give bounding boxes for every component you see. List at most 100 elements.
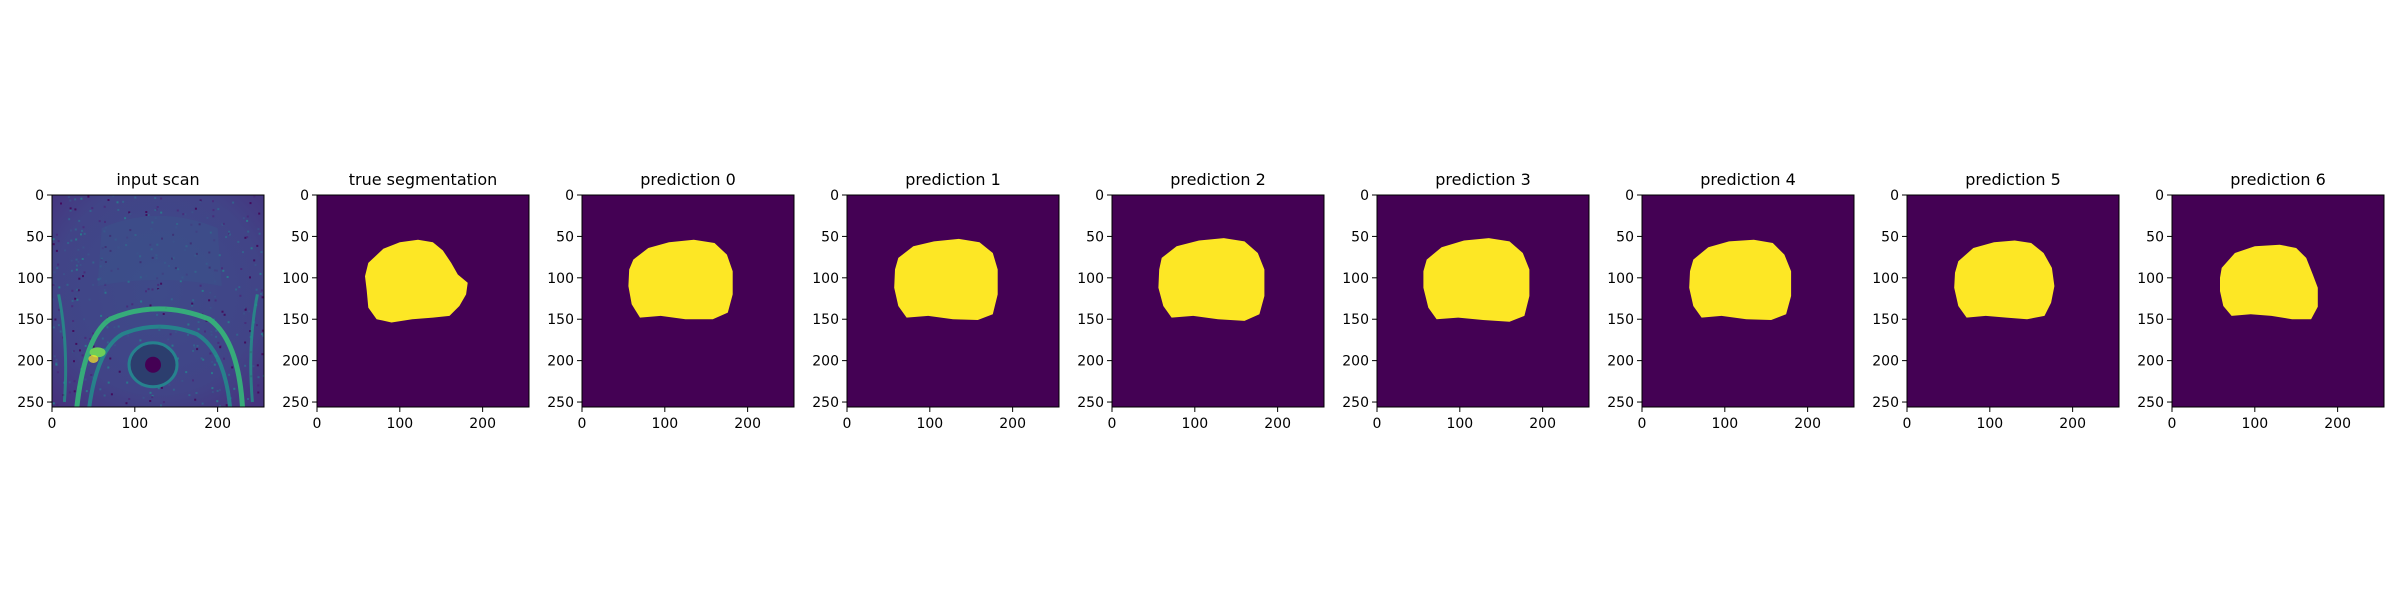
y-tick-label: 50 bbox=[1351, 229, 1369, 245]
segmentation-mask bbox=[894, 238, 998, 320]
panel-5: prediction 3 0 100 200 0 50 100 150 200 250 bbox=[1342, 170, 1590, 432]
x-tick-label: 0 bbox=[313, 416, 322, 432]
y-tick-label: 0 bbox=[35, 188, 44, 204]
y-tick-label: 250 bbox=[547, 395, 574, 411]
y-tick-label: 150 bbox=[1607, 312, 1634, 328]
segmentation-mask bbox=[1423, 238, 1530, 322]
segmentation-image bbox=[847, 195, 1059, 407]
panel-title: prediction 2 bbox=[1170, 170, 1266, 189]
segmentation-mask bbox=[2220, 244, 2318, 320]
y-tick-label: 250 bbox=[812, 395, 839, 411]
y-tick-label: 0 bbox=[565, 188, 574, 204]
segmentation-image bbox=[2172, 195, 2384, 407]
panel-title: true segmentation bbox=[349, 170, 498, 189]
x-tick-label: 0 bbox=[1903, 416, 1912, 432]
panel-7: prediction 5 0 100 200 0 50 100 150 200 250 bbox=[1872, 170, 2120, 432]
y-tick-label: 0 bbox=[2155, 188, 2164, 204]
segmentation-mask bbox=[628, 239, 733, 320]
segmentation-mask bbox=[1954, 240, 2055, 320]
y-tick-label: 200 bbox=[812, 354, 839, 370]
x-tick-label: 0 bbox=[2168, 416, 2177, 432]
scan-structure bbox=[87, 324, 233, 407]
y-tick-label: 0 bbox=[1890, 188, 1899, 204]
y-tick-label: 0 bbox=[1095, 188, 1104, 204]
y-tick-label: 250 bbox=[2137, 395, 2164, 411]
x-tick-label: 100 bbox=[121, 416, 148, 432]
panel-6: prediction 4 0 100 200 0 50 100 150 200 250 bbox=[1607, 170, 1855, 432]
y-tick-label: 250 bbox=[17, 395, 44, 411]
y-tick-label: 100 bbox=[2137, 271, 2164, 287]
x-tick-label: 100 bbox=[1711, 416, 1738, 432]
axes-frame bbox=[1376, 194, 1590, 408]
x-tick-label: 100 bbox=[1976, 416, 2003, 432]
scan-structure bbox=[88, 354, 99, 363]
y-tick-label: 200 bbox=[282, 354, 309, 370]
x-tick-label: 0 bbox=[1373, 416, 1382, 432]
x-tick-label: 200 bbox=[1529, 416, 1556, 432]
y-tick-label: 50 bbox=[2146, 229, 2164, 245]
scan-structure bbox=[97, 215, 222, 287]
x-tick-label: 0 bbox=[1638, 416, 1647, 432]
segmentation-mask bbox=[365, 239, 468, 323]
y-tick-label: 200 bbox=[1607, 354, 1634, 370]
panel-4: prediction 2 0 100 200 0 50 100 150 200 250 bbox=[1077, 170, 1325, 432]
y-tick-label: 100 bbox=[812, 271, 839, 287]
x-tick-label: 200 bbox=[1264, 416, 1291, 432]
x-tick-label: 200 bbox=[2059, 416, 2086, 432]
axes-frame bbox=[581, 194, 795, 408]
axes-frame bbox=[51, 194, 265, 408]
segmentation-image bbox=[317, 195, 529, 407]
y-tick-label: 100 bbox=[1077, 271, 1104, 287]
y-tick-label: 200 bbox=[17, 354, 44, 370]
x-tick-label: 200 bbox=[469, 416, 496, 432]
panel-8: prediction 6 0 100 200 0 50 100 150 200 250 bbox=[2137, 170, 2385, 432]
y-tick-label: 50 bbox=[821, 229, 839, 245]
y-tick-label: 100 bbox=[17, 271, 44, 287]
y-tick-label: 150 bbox=[1872, 312, 1899, 328]
segmentation-image bbox=[582, 195, 794, 407]
panel-title: prediction 4 bbox=[1700, 170, 1796, 189]
x-tick-label: 100 bbox=[916, 416, 943, 432]
panel-title: prediction 6 bbox=[2230, 170, 2326, 189]
x-tick-label: 0 bbox=[578, 416, 587, 432]
segmentation-image bbox=[1642, 195, 1854, 407]
y-tick-label: 250 bbox=[1342, 395, 1369, 411]
y-tick-label: 200 bbox=[1342, 354, 1369, 370]
panel-title: prediction 5 bbox=[1965, 170, 2061, 189]
y-tick-label: 150 bbox=[1342, 312, 1369, 328]
panel-title: input scan bbox=[116, 170, 199, 189]
y-tick-label: 250 bbox=[1607, 395, 1634, 411]
scan-structure bbox=[249, 294, 259, 403]
y-tick-label: 0 bbox=[830, 188, 839, 204]
x-tick-label: 200 bbox=[1794, 416, 1821, 432]
x-tick-label: 200 bbox=[2324, 416, 2351, 432]
x-tick-label: 200 bbox=[999, 416, 1026, 432]
y-tick-label: 200 bbox=[547, 354, 574, 370]
y-tick-label: 150 bbox=[2137, 312, 2164, 328]
segmentation-image bbox=[1112, 195, 1324, 407]
x-tick-label: 0 bbox=[48, 416, 57, 432]
segmentation-image bbox=[1907, 195, 2119, 407]
panel-1: true segmentation 0 100 200 0 50 100 150 200 250 bbox=[282, 170, 530, 432]
x-tick-label: 100 bbox=[1446, 416, 1473, 432]
scan-structure bbox=[57, 294, 68, 403]
panel-title: prediction 1 bbox=[905, 170, 1001, 189]
y-tick-label: 250 bbox=[282, 395, 309, 411]
mri-scan-image bbox=[52, 195, 264, 407]
y-tick-label: 50 bbox=[291, 229, 309, 245]
x-tick-label: 100 bbox=[2241, 416, 2268, 432]
y-tick-label: 0 bbox=[1360, 188, 1369, 204]
y-tick-label: 100 bbox=[1607, 271, 1634, 287]
y-tick-label: 250 bbox=[1077, 395, 1104, 411]
panel-title: prediction 3 bbox=[1435, 170, 1531, 189]
y-tick-label: 0 bbox=[1625, 188, 1634, 204]
y-tick-label: 50 bbox=[1086, 229, 1104, 245]
panel-0: input scan 0 100 200 0 50 100 150 200 250 bbox=[17, 170, 265, 432]
x-tick-label: 100 bbox=[1181, 416, 1208, 432]
y-tick-label: 50 bbox=[1881, 229, 1899, 245]
x-tick-label: 200 bbox=[734, 416, 761, 432]
y-tick-label: 100 bbox=[1872, 271, 1899, 287]
y-tick-label: 50 bbox=[1616, 229, 1634, 245]
y-tick-label: 0 bbox=[300, 188, 309, 204]
